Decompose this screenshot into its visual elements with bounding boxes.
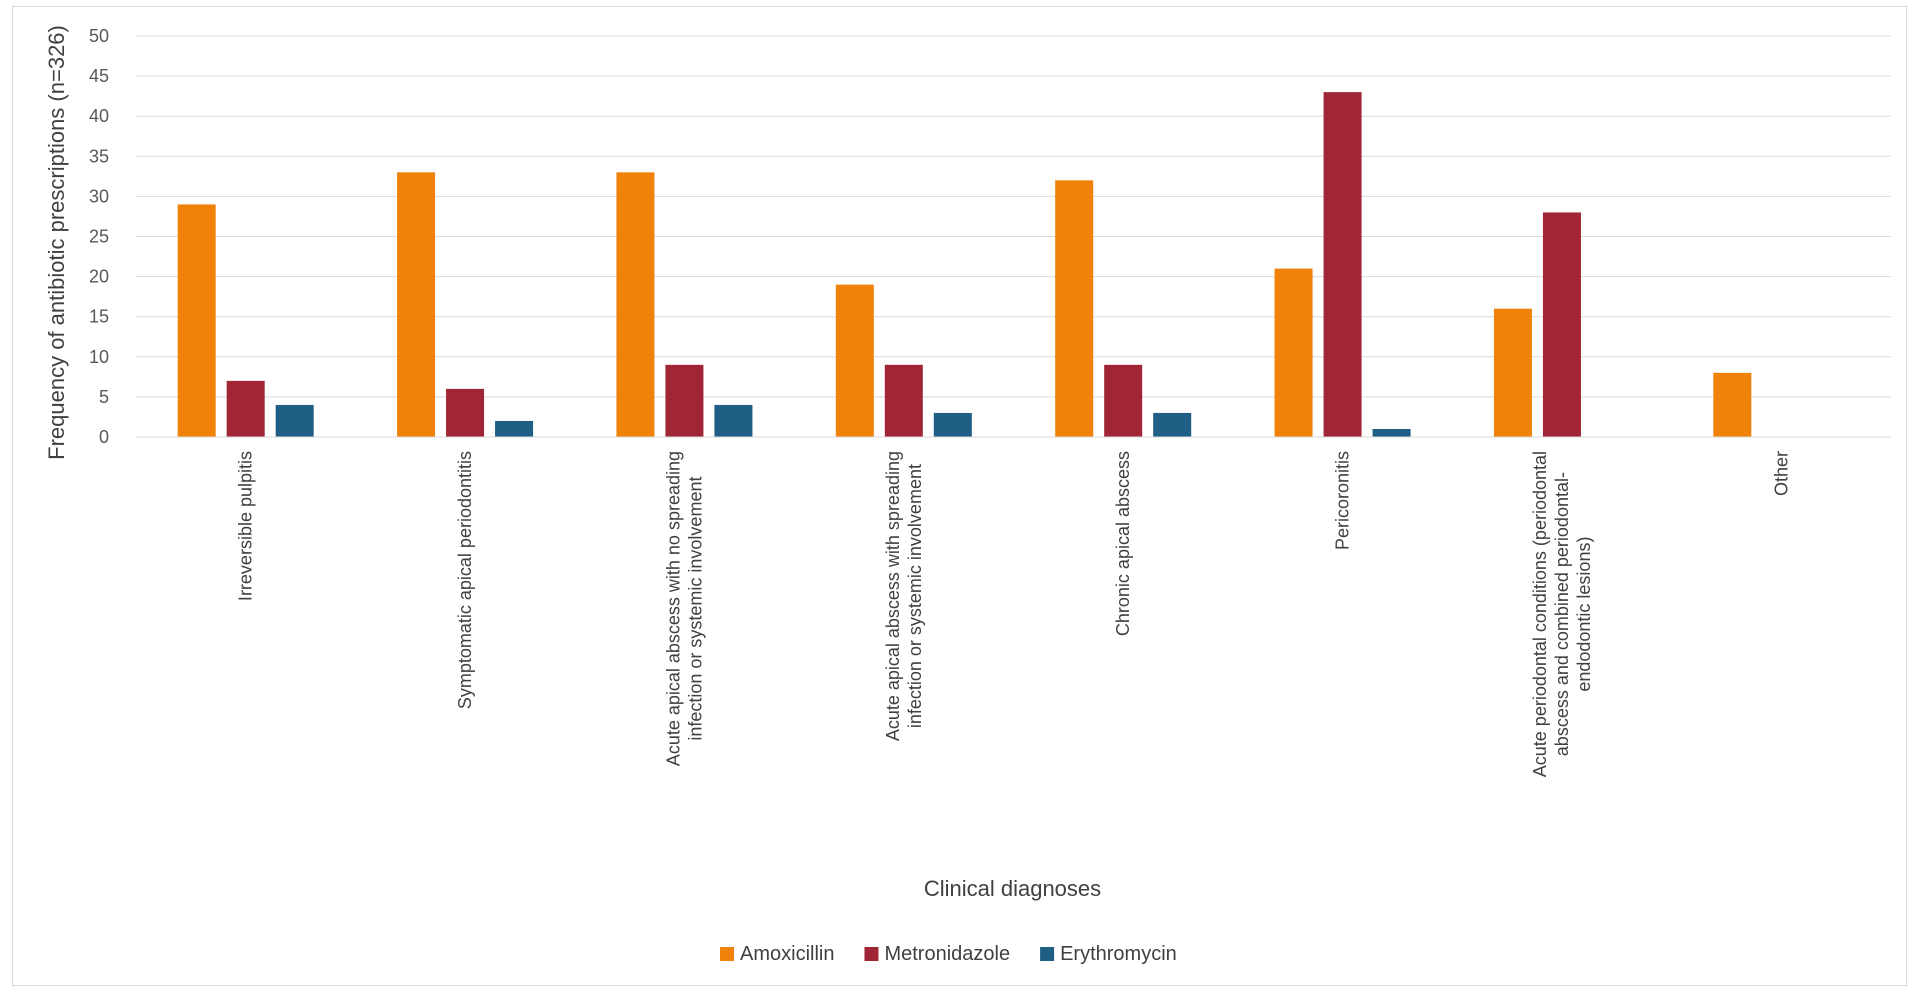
category-label-line: Symptomatic apical periodontitis: [455, 451, 475, 709]
x-axis-title: Clinical diagnoses: [924, 876, 1101, 901]
bar-erythromycin: [275, 404, 314, 437]
legend-label: Erythromycin: [1060, 943, 1177, 965]
bar-amoxicillin: [1713, 372, 1752, 437]
category-label: Other: [1771, 451, 1791, 496]
bar-erythromycin: [933, 412, 972, 437]
chart-frame: 0 5 10 15 20 25 30 35 40 45 50 Irreversible pulpit…: [12, 6, 1907, 986]
category-label-line: Chronic apical abscess: [1113, 451, 1133, 636]
legend-swatch: [720, 947, 734, 961]
category-labels: Irreversible pulpitis Symptomatic apical …: [236, 451, 1792, 777]
bar-erythromycin: [495, 420, 534, 437]
legend-swatch: [1040, 947, 1055, 961]
category-label-line: Acute apical abscess with no spreading: [663, 451, 683, 766]
category-label-line: infection or systemic involvement: [905, 464, 925, 728]
category-label-line: endodontic lesions): [1574, 537, 1594, 692]
legend-item: Erythromycin: [1040, 943, 1177, 965]
bar-amoxicillin: [177, 204, 216, 437]
category-label-line: abscess and combined periodontal-: [1552, 472, 1572, 756]
y-tick-label: 40: [89, 106, 109, 126]
y-tick-label: 50: [89, 26, 109, 46]
category-label-line: Other: [1771, 451, 1791, 496]
y-tick-label: 0: [99, 427, 109, 447]
y-axis-title: Frequency of antibiotic prescriptions (n…: [44, 25, 69, 460]
category-label: Symptomatic apical periodontitis: [455, 451, 475, 709]
bar-metronidazole: [1542, 212, 1581, 437]
y-tick-label: 15: [89, 307, 109, 327]
bar-metronidazole: [665, 364, 704, 437]
y-tick-label: 45: [89, 66, 109, 86]
y-tick-label: 30: [89, 186, 109, 206]
bars: [177, 92, 1752, 438]
category-label: Acute periodontal conditions (periodonta…: [1530, 451, 1594, 777]
legend-item: Metronidazole: [864, 943, 1010, 965]
bar-metronidazole: [446, 388, 485, 437]
bar-amoxicillin: [616, 172, 655, 437]
bar-amoxicillin: [397, 172, 436, 437]
bar-erythromycin: [714, 404, 753, 437]
bar-chart: 0 5 10 15 20 25 30 35 40 45 50 Irreversible pulpit…: [44, 25, 1891, 965]
y-tick-label: 10: [89, 347, 109, 367]
category-label: Pericoronitis: [1333, 451, 1353, 550]
y-axis-ticks: 0 5 10 15 20 25 30 35 40 45 50: [89, 26, 109, 447]
bar-amoxicillin: [1493, 308, 1532, 437]
category-label-line: Irreversible pulpitis: [236, 451, 256, 601]
legend-item: Amoxicillin: [720, 943, 834, 965]
y-tick-label: 20: [89, 267, 109, 287]
y-tick-label: 5: [99, 387, 109, 407]
bar-metronidazole: [884, 364, 923, 437]
bar-erythromycin: [1372, 428, 1411, 437]
legend-label: Amoxicillin: [740, 943, 834, 965]
bar-metronidazole: [226, 380, 265, 437]
category-label-line: infection or systemic involvement: [685, 477, 705, 741]
y-tick-label: 35: [89, 146, 109, 166]
category-label: Acute apical abscess with spreading infec…: [883, 451, 925, 741]
category-label-line: Pericoronitis: [1333, 451, 1353, 550]
category-label-line: Acute apical abscess with spreading: [883, 451, 903, 741]
category-label: Chronic apical abscess: [1113, 451, 1133, 636]
bar-amoxicillin: [835, 284, 874, 437]
legend-label: Metronidazole: [884, 943, 1010, 965]
category-label: Acute apical abscess with no spreading in…: [663, 451, 705, 766]
legend-swatch: [864, 947, 879, 961]
bar-metronidazole: [1104, 364, 1143, 437]
bar-amoxicillin: [1055, 180, 1094, 438]
bar-metronidazole: [1323, 92, 1362, 437]
bar-amoxicillin: [1274, 268, 1313, 437]
category-label-line: Acute periodontal conditions (periodonta…: [1530, 451, 1550, 777]
bar-erythromycin: [1153, 412, 1192, 437]
category-label: Irreversible pulpitis: [236, 451, 256, 601]
legend: Amoxicillin Metronidazole Erythromycin: [720, 943, 1177, 965]
y-tick-label: 25: [89, 227, 109, 247]
